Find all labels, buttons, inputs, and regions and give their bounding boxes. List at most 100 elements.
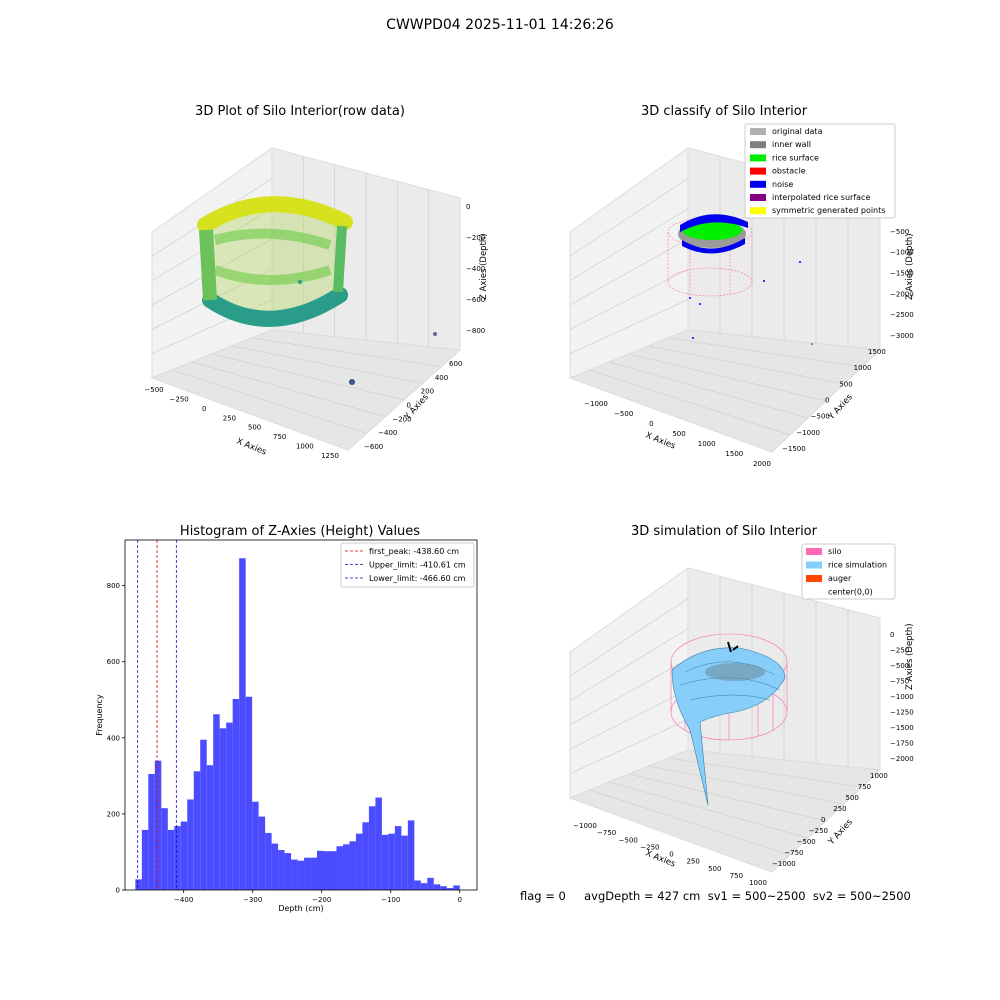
legend-swatch (750, 194, 766, 201)
simulation-x-tick-labels: −1000−750−500−250 0 250 500 750 1000 (573, 822, 767, 887)
tick-label: 0 (202, 405, 206, 413)
legend-label: rice simulation (828, 561, 887, 570)
legend-label: center(0,0) (828, 588, 873, 597)
tick-label: −500 (614, 410, 633, 418)
tick-label: 400 (435, 374, 448, 382)
tick-label: −1500 (890, 270, 914, 278)
tick-label: 0 (407, 402, 411, 410)
tick-label: 0 (825, 397, 829, 405)
tick-label: 750 (858, 783, 871, 791)
histogram-bar (213, 714, 220, 890)
histogram-chart[interactable]: −400 −300 −200 −100 0 0 200 400 600 800 Depth (c… (0, 500, 500, 920)
histogram-bar (148, 773, 155, 890)
simulation-legend: silo rice simulation auger center(0,0) (801, 543, 896, 600)
histogram-bar (355, 833, 363, 890)
raw-plot-title: 3D Plot of Silo Interior(row data) (195, 104, 405, 119)
histogram-bar (258, 816, 266, 890)
tick-label: 1000 (749, 879, 767, 887)
histogram-bar (329, 851, 337, 890)
legend-label: symmetric generated points (772, 206, 885, 215)
tick-label: 500 (839, 380, 852, 388)
tick-label: −750 (784, 849, 803, 857)
tick-label: −2000 (890, 290, 914, 298)
tick-label: −500 (811, 413, 830, 421)
raw-z-label: Z Axies (Depth) (479, 233, 489, 300)
raw-z-tick-labels: 0 −200 −400 −600 −800 (466, 203, 485, 335)
legend-label: silo (828, 547, 842, 556)
histogram-bar (200, 739, 207, 890)
tick-label: −400 (466, 265, 485, 273)
raw-grid-lines (151, 156, 442, 434)
raw-x-tick-labels: −500 −250 0 250 500 750 1000 1250 (144, 386, 339, 460)
legend-label: interpolated rice surface (772, 193, 870, 202)
histogram-bar (388, 833, 395, 890)
tick-label: 200 (421, 388, 434, 396)
legend-label: rice surface (772, 153, 819, 162)
histogram-bar (381, 834, 389, 890)
legend-swatch (750, 154, 766, 162)
tick-label: −2000 (890, 755, 914, 763)
raw-outlier-points (298, 280, 437, 385)
simulation-y-label: Y Axies (826, 817, 855, 848)
histogram-bar (420, 883, 428, 890)
histogram-bar (187, 799, 194, 890)
legend-swatch (806, 575, 822, 582)
simulation-z-tick-labels: 0 −250 −500 −750 −1000 −1250 −1500 −1750 −2000 (890, 631, 914, 763)
histogram-bar (336, 846, 343, 890)
tick-label: 0 (649, 420, 653, 428)
y-tick-label: 800 (107, 582, 120, 590)
histogram-bar (167, 829, 175, 890)
x-tick-label: −400 (174, 896, 193, 904)
tick-label: 0 (890, 631, 894, 639)
tick-label: 250 (833, 805, 846, 813)
sim-silo-wireframe (670, 633, 788, 741)
y-tick-label: 0 (116, 887, 120, 895)
tick-label: −1000 (890, 249, 914, 257)
histogram-legend: first_peak: -438.60 cm Upper_limit: -410.… (340, 542, 475, 588)
tick-label: 0 (669, 851, 673, 859)
legend-label: noise (772, 180, 793, 189)
histogram-x-label: Depth (cm) (278, 904, 323, 913)
histogram-bar (375, 797, 382, 890)
tick-label: −250 (890, 647, 909, 655)
tick-label: −2500 (890, 311, 914, 319)
tick-label: −600 (466, 296, 485, 304)
tick-label: 1000 (854, 364, 872, 372)
legend-swatch (806, 561, 822, 569)
tick-label: −500 (890, 228, 909, 236)
tick-label: −250 (640, 843, 659, 851)
tick-label: −400 (378, 429, 397, 437)
tick-label: 750 (273, 433, 286, 441)
tick-label: −500 (890, 662, 909, 670)
histogram-bar (252, 801, 259, 890)
histogram-bar (154, 760, 162, 890)
tick-label: 1000 (698, 440, 716, 448)
histogram-title: Histogram of Z-Axies (Height) Values (179, 524, 421, 539)
histogram-x-ticks: −400 −300 −200 −100 0 (174, 890, 462, 904)
tick-label: −3000 (890, 332, 914, 340)
histogram-bar (180, 821, 188, 890)
histogram-bar (193, 771, 201, 890)
tick-label: 0 (466, 203, 470, 211)
raw-wall-points (197, 196, 353, 327)
histogram-bar (141, 829, 149, 890)
legend-swatch (806, 548, 822, 555)
tick-label: −500 (797, 838, 816, 846)
histogram-bar (291, 859, 298, 890)
tick-label: −600 (364, 443, 383, 451)
tick-label: 500 (846, 794, 859, 802)
tick-label: −1000 (584, 400, 608, 408)
figure-title: CWWPD04 2025-11-01 14:26:26 (386, 17, 614, 33)
histogram-bar (401, 835, 408, 890)
tick-label: −1500 (890, 724, 914, 732)
histogram-bars (135, 558, 460, 890)
tick-label: −200 (466, 234, 485, 242)
x-tick-label: −100 (381, 896, 400, 904)
histogram-bar (161, 808, 168, 890)
histogram-bar (226, 722, 233, 890)
histogram-bar (284, 853, 292, 890)
